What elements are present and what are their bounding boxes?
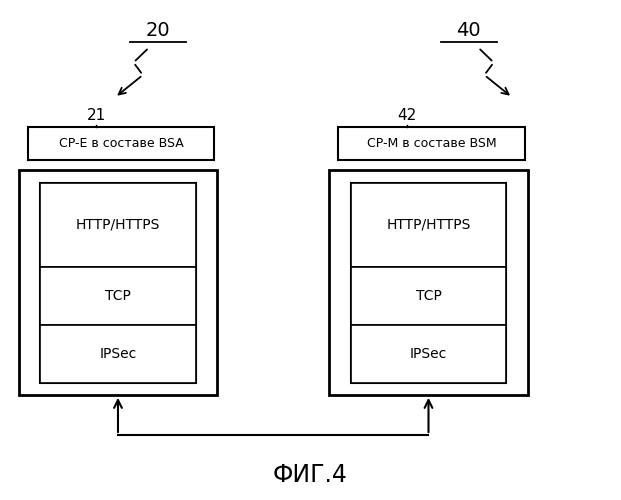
Bar (338, 128, 525, 160)
Text: 42: 42 (397, 108, 416, 122)
Text: HTTP/HTTPS: HTTP/HTTPS (76, 218, 160, 232)
Bar (351, 266, 506, 324)
Text: 40: 40 (456, 21, 481, 40)
Bar (351, 182, 506, 382)
Text: CP-E в составе BSA: CP-E в составе BSA (59, 137, 183, 150)
Bar (40, 182, 196, 266)
Text: CP-M в составе BSM: CP-M в составе BSM (367, 137, 496, 150)
Bar (28, 128, 214, 160)
Text: TCP: TCP (415, 288, 442, 302)
Text: 20: 20 (146, 21, 171, 40)
Text: TCP: TCP (105, 288, 131, 302)
Bar (19, 170, 217, 395)
Bar (351, 182, 506, 266)
Text: IPSec: IPSec (410, 346, 447, 360)
Text: 21: 21 (87, 108, 106, 122)
Text: ФИГ.4: ФИГ.4 (273, 464, 348, 487)
Bar (329, 170, 528, 395)
Bar (40, 324, 196, 382)
Text: HTTP/HTTPS: HTTP/HTTPS (386, 218, 471, 232)
Bar (40, 266, 196, 324)
Bar (351, 324, 506, 382)
Text: IPSec: IPSec (99, 346, 137, 360)
Bar (40, 182, 196, 382)
